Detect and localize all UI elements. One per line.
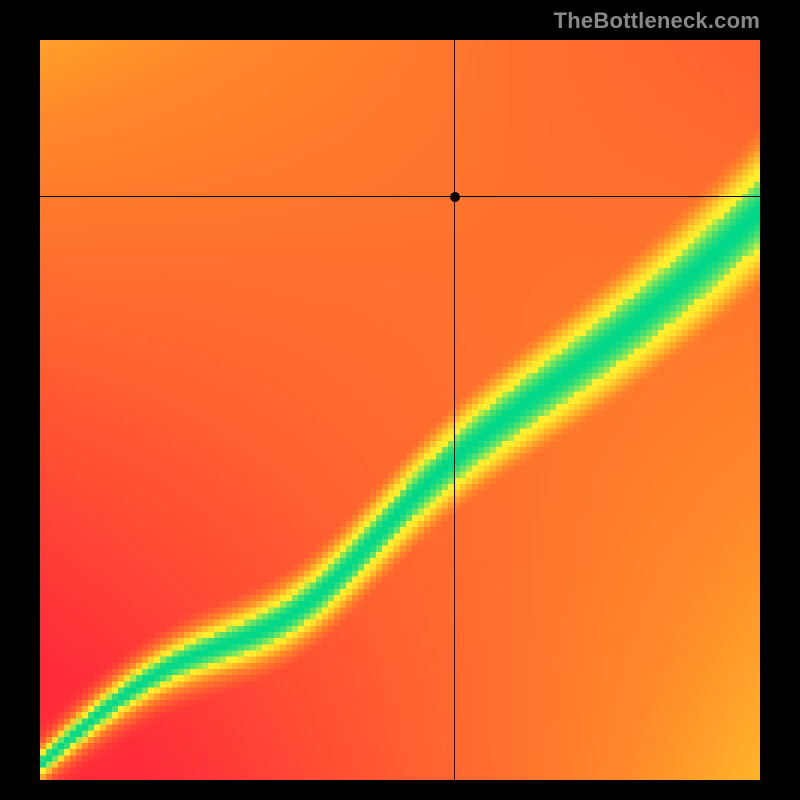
crosshair-horizontal [40,196,760,197]
crosshair-vertical [454,40,455,780]
marker-point [450,192,460,202]
heatmap-canvas [40,40,760,780]
chart-container: TheBottleneck.com [0,0,800,800]
watermark-text: TheBottleneck.com [554,8,760,34]
